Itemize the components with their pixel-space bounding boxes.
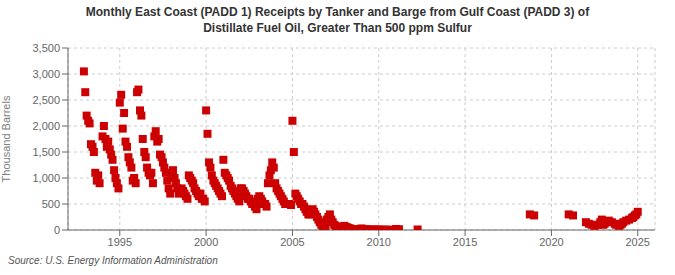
svg-text:2000: 2000	[194, 236, 218, 248]
svg-text:1,500: 1,500	[32, 146, 60, 158]
html-text:Source: U.S. Energy Informatio: Source: U.S. Energy Information Administ…	[8, 255, 218, 266]
svg-text:2005: 2005	[280, 236, 304, 248]
svg-text:2015: 2015	[453, 236, 477, 248]
svg-text:2020: 2020	[539, 236, 563, 248]
svg-text:3,500: 3,500	[32, 42, 60, 54]
html-text:Monthly East Coast (PADD 1) Re: Monthly East Coast (PADD 1) Receipts by …	[85, 5, 590, 19]
html-text:Distillate Fuel Oil, Greater T: Distillate Fuel Oil, Greater Than 500 pp…	[203, 21, 472, 35]
svg-text:2,500: 2,500	[32, 94, 60, 106]
svg-text:2025: 2025	[625, 236, 649, 248]
svg-text:2010: 2010	[367, 236, 391, 248]
svg-text:0: 0	[54, 224, 60, 236]
svg-text:3,000: 3,000	[32, 68, 60, 80]
svg-text:1,000: 1,000	[32, 172, 60, 184]
svg-text:Thousand Barrels: Thousand Barrels	[8, 95, 12, 182]
svg-text:500: 500	[42, 198, 60, 210]
svg-text:2,000: 2,000	[32, 120, 60, 132]
svg-text:1995: 1995	[108, 236, 132, 248]
